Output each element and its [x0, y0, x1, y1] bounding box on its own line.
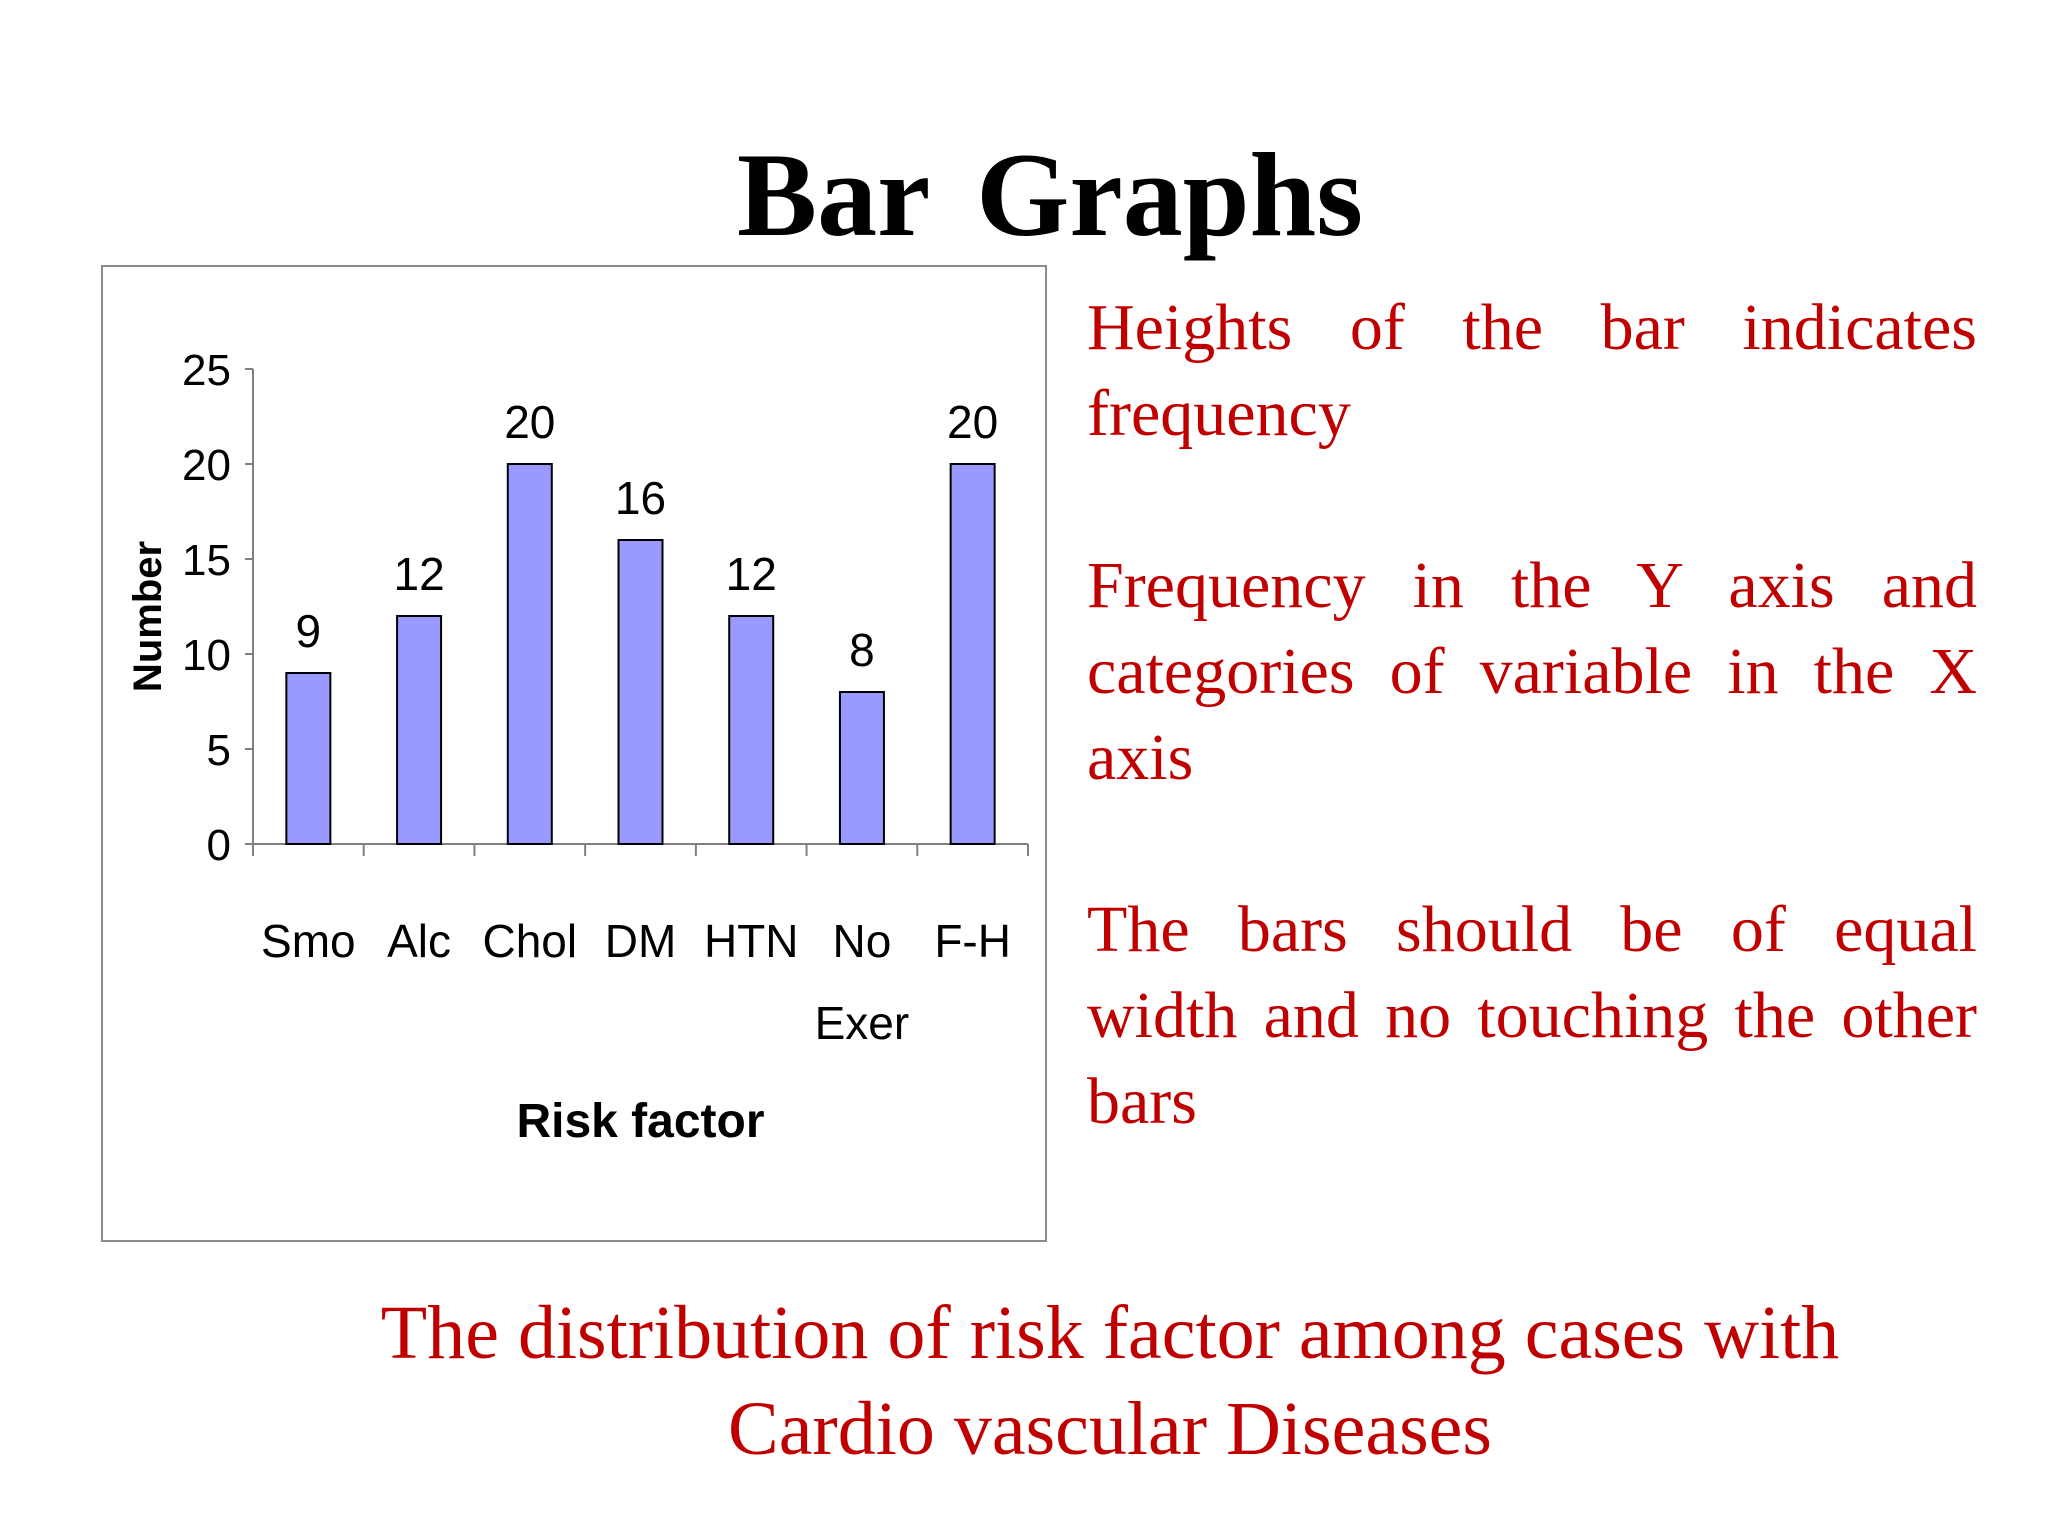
chart-bars: [285, 463, 996, 845]
bar-dm: [617, 539, 664, 845]
category-label-htn: HTN: [704, 915, 799, 967]
caption-line-2: Cardio vascular Diseases: [728, 1387, 1492, 1471]
bar-f-h: [949, 463, 996, 845]
bar-htn: [728, 615, 775, 845]
bar-alc: [396, 615, 443, 845]
y-tick-label-5: 5: [207, 726, 231, 775]
bar-no-exer: [838, 691, 885, 845]
category-label-chol: Chol: [482, 915, 577, 967]
caption-line-1: The distribution of risk factor among ca…: [380, 1291, 1840, 1375]
category-label-no-exer: No Exer: [815, 915, 910, 1049]
y-tick-label-15: 15: [182, 536, 231, 585]
y-tick-label-10: 10: [182, 631, 231, 680]
chart-category-labels: Smo Alc Chol DM HTN No Exer F-H: [261, 915, 1011, 1049]
y-tick-label-25: 25: [182, 346, 231, 395]
data-label-dm: 16: [615, 472, 666, 524]
bar-chart: 0 5 10 15 20 25 9 12 20 16 12 8 20 Smo Alc Chol DM HTN N…: [126, 346, 1029, 1148]
notes-panel: Heights of the bar indicates frequency F…: [1087, 285, 1977, 1145]
chart-caption: The distribution of risk factor among ca…: [260, 1285, 1960, 1477]
chart-data-labels: 9 12 20 16 12 8 20: [296, 396, 999, 676]
y-tick-label-20: 20: [182, 441, 231, 490]
data-label-chol: 20: [504, 396, 555, 448]
data-label-f-h: 20: [947, 396, 998, 448]
slide-title: Bar Graphs: [737, 128, 1363, 261]
data-label-htn: 12: [726, 548, 777, 600]
category-label-alc: Alc: [387, 915, 451, 967]
bar-chol: [506, 463, 553, 845]
note-axes: Frequency in the Y axis and categories o…: [1087, 549, 1977, 794]
y-axis-label: Number: [126, 541, 170, 692]
data-label-alc: 12: [393, 548, 444, 600]
x-axis-label: Risk factor: [516, 1095, 764, 1148]
category-label-f-h: F-H: [934, 915, 1011, 967]
bar-chart-frame: 0 5 10 15 20 25 9 12 20 16 12 8 20 Smo Alc Chol DM HTN N…: [101, 265, 1047, 1242]
note-equal-width: The bars should be of equal width and no…: [1087, 893, 1977, 1138]
note-bar-height: Heights of the bar indicates frequency: [1087, 291, 1977, 450]
category-label-dm: DM: [605, 915, 677, 967]
y-tick-label-0: 0: [207, 821, 231, 870]
bar-smo: [285, 672, 332, 845]
chart-y-ticks: 0 5 10 15 20 25: [182, 346, 253, 870]
category-label-smo: Smo: [261, 915, 356, 967]
data-label-smo: 9: [296, 605, 322, 657]
data-label-no-exer: 8: [849, 624, 875, 676]
